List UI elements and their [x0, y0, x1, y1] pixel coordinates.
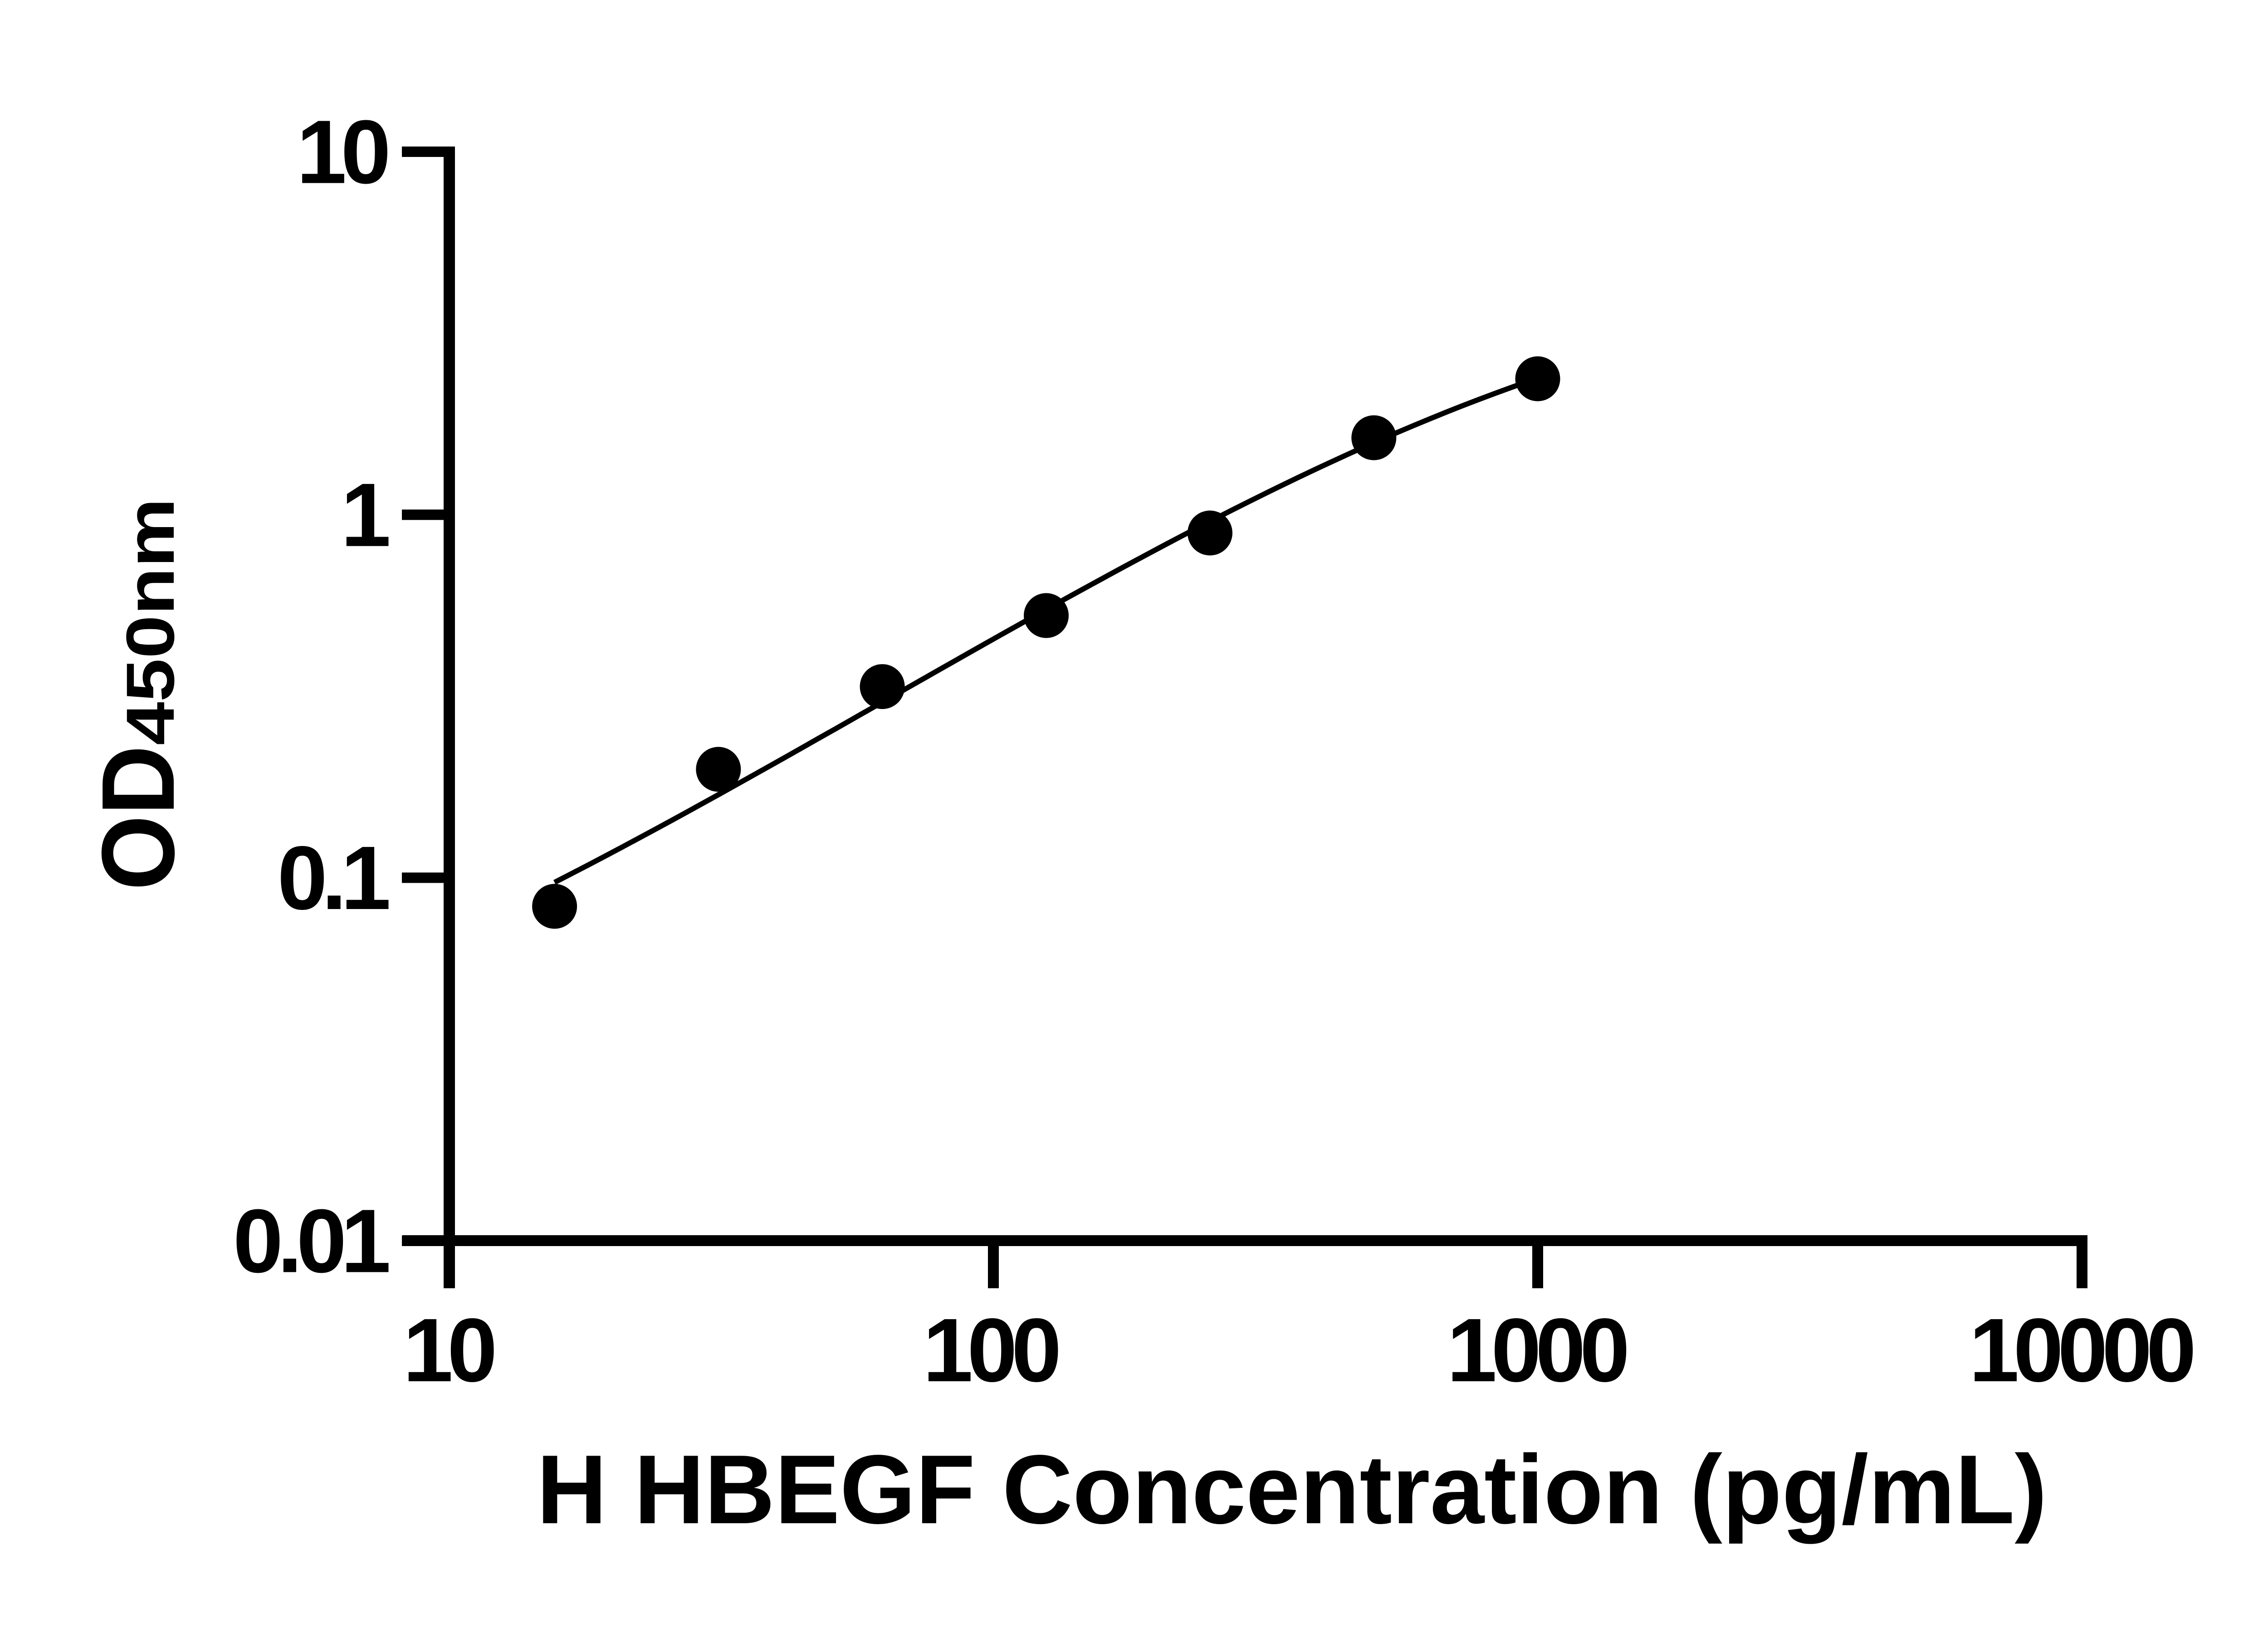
svg-text:0.01: 0.01	[233, 1191, 389, 1291]
svg-text:1: 1	[341, 465, 389, 566]
svg-text:100: 100	[923, 1300, 1058, 1401]
svg-text:10: 10	[297, 102, 388, 203]
svg-text:OD450nm: OD450nm	[81, 498, 196, 890]
svg-text:10: 10	[403, 1300, 494, 1401]
svg-text:0.1: 0.1	[277, 828, 389, 929]
svg-text:1000: 1000	[1447, 1300, 1627, 1401]
svg-text:H HBEGF Concentration (pg/mL): H HBEGF Concentration (pg/mL)	[537, 1434, 2047, 1544]
svg-text:10000: 10000	[1969, 1300, 2193, 1401]
